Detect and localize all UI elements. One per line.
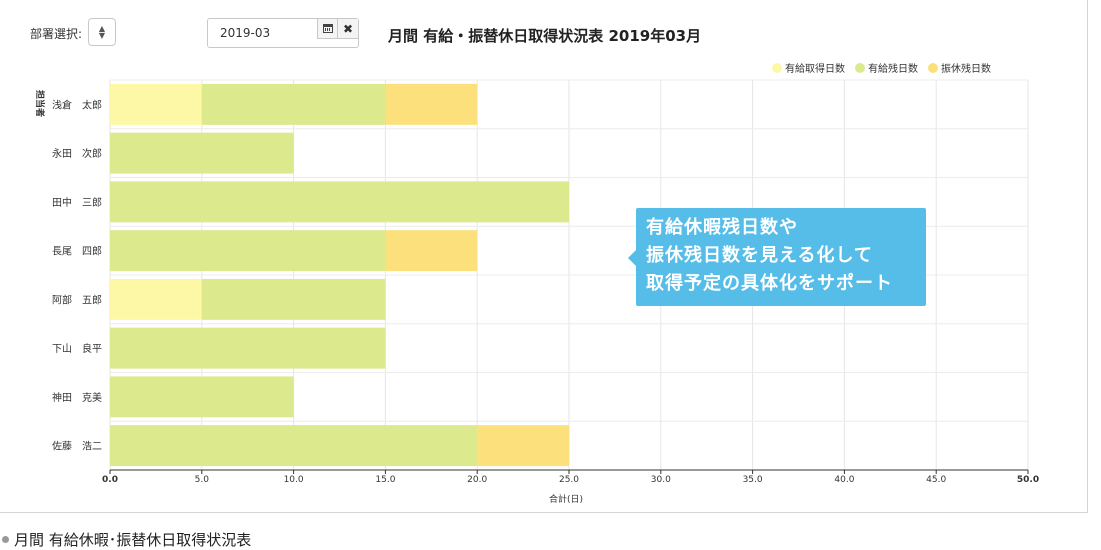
- dept-select-label: 部署選択:: [30, 27, 83, 41]
- month-input-value: 2019-03: [220, 26, 271, 40]
- caption-text: 月間 有給休暇･振替休日取得状況表: [14, 531, 252, 549]
- clear-button[interactable]: ✖: [337, 19, 358, 39]
- category-label: 田中 三郎: [52, 196, 102, 209]
- x-tick-label: 45.0: [926, 475, 946, 485]
- x-tick-label: 20.0: [467, 475, 487, 485]
- category-label: 下山 良平: [52, 342, 102, 355]
- bar-segment-series-0: [110, 83, 202, 125]
- x-tick-label: 40.0: [834, 475, 854, 485]
- legend-item-paid-taken[interactable]: 有給取得日数: [772, 60, 845, 75]
- department-select[interactable]: ▲ ▼: [88, 18, 116, 46]
- x-tick-label: 5.0: [195, 475, 210, 485]
- x-tick-label: 0.0: [102, 475, 118, 485]
- chart-legend: 有給取得日数 有給残日数 振休残日数: [772, 60, 991, 75]
- bar-segment-series-1: [110, 376, 294, 418]
- feature-callout: 有給休暇残日数や 振休残日数を見える化して 取得予定の具体化をサポート: [628, 208, 926, 306]
- chart-panel: 部署選択: ▲ ▼ 2019-03 ✖ 月間 有給・振替休日取得状況表 2019年…: [0, 0, 1088, 513]
- category-label: 永田 次郎: [52, 147, 102, 160]
- x-tick-label: 30.0: [651, 475, 671, 485]
- legend-item-paid-remaining[interactable]: 有給残日数: [855, 60, 918, 75]
- legend-dot-paid-remaining: [855, 62, 865, 73]
- bar-segment-series-1: [201, 83, 386, 125]
- x-axis-label: 合計(日): [549, 493, 583, 505]
- bar-segment-series-1: [110, 230, 386, 272]
- bar-segment-series-1: [110, 181, 569, 223]
- bar-segment-series-1: [110, 132, 294, 174]
- legend-label-paid-taken: 有給取得日数: [785, 64, 845, 75]
- x-tick-label: 15.0: [375, 475, 395, 485]
- figure-caption: 月間 有給休暇･振替休日取得状況表: [2, 529, 251, 550]
- bar-segment-series-1: [110, 425, 478, 467]
- legend-label-paid-remaining: 有給残日数: [868, 64, 918, 75]
- bar-segment-series-2: [477, 425, 569, 467]
- chart-title: 月間 有給・振替休日取得状況表 2019年03月: [388, 27, 702, 45]
- bar-segment-series-2: [385, 83, 478, 125]
- callout-line-1: 有給休暇残日数や: [646, 217, 798, 238]
- x-tick-label: 50.0: [1017, 475, 1039, 485]
- legend-label-substitute-remaining: 振休残日数: [941, 64, 991, 75]
- legend-dot-paid-taken: [772, 62, 782, 73]
- legend-item-substitute-remaining[interactable]: 振休残日数: [928, 60, 991, 75]
- bullet-icon: [2, 536, 9, 543]
- callout-line-3: 取得予定の具体化をサポート: [646, 273, 893, 294]
- calendar-button[interactable]: [317, 19, 338, 39]
- category-label: 神田 克美: [52, 391, 102, 404]
- x-tick-label: 10.0: [284, 475, 304, 485]
- y-axis-label: 担当者: [34, 90, 46, 117]
- legend-dot-substitute-remaining: [928, 62, 938, 73]
- calendar-icon: [323, 24, 333, 33]
- x-tick-label: 25.0: [559, 475, 579, 485]
- month-input[interactable]: 2019-03 ✖: [207, 18, 359, 48]
- category-label: 佐藤 浩二: [52, 441, 102, 453]
- bar-segment-series-0: [110, 278, 202, 320]
- bar-segment-series-1: [110, 327, 386, 369]
- bar-segment-series-1: [201, 278, 386, 320]
- category-label: 長尾 四郎: [52, 245, 102, 258]
- callout-line-2: 振休残日数を見える化して: [646, 245, 873, 266]
- close-icon: ✖: [342, 21, 354, 36]
- category-label: 浅倉 太郎: [52, 98, 102, 111]
- select-arrows-icon: ▲ ▼: [98, 24, 106, 40]
- category-label: 阿部 五郎: [52, 293, 102, 306]
- bar-segment-series-2: [385, 230, 478, 272]
- x-tick-label: 35.0: [743, 475, 763, 485]
